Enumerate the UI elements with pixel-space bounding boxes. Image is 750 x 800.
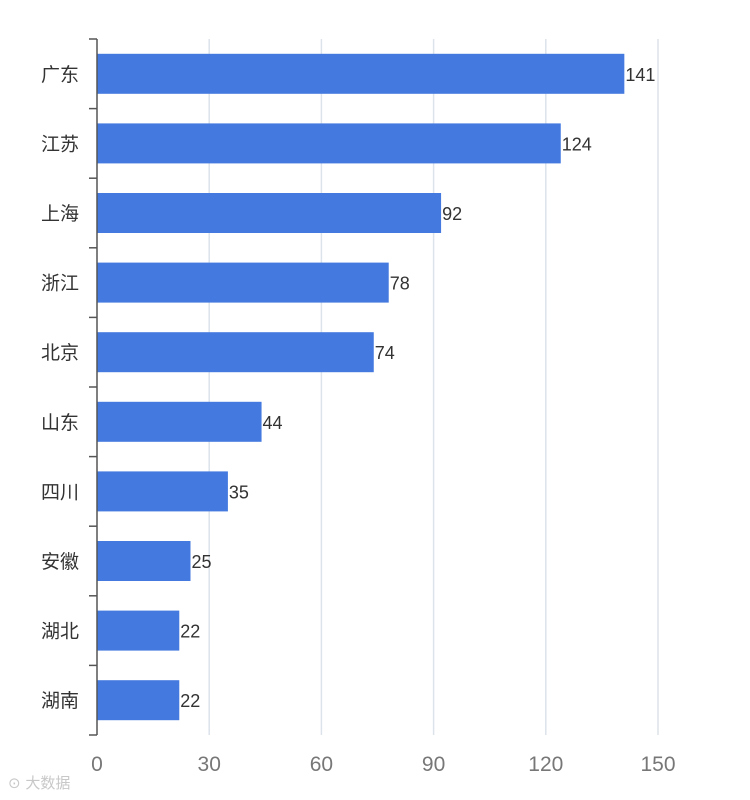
- data-label: 74: [375, 343, 395, 363]
- bar: [97, 123, 561, 164]
- data-label: 124: [562, 134, 592, 154]
- x-tick-label: 120: [528, 753, 563, 776]
- bar: [97, 680, 180, 721]
- labels: 0 30 60 90 120 150 广东 141 江苏 124 上海 92 浙江 78 北京 74 山东 44 四…: [41, 64, 676, 776]
- category-label: 江苏: [41, 133, 79, 155]
- x-tick-label: 150: [640, 753, 675, 776]
- bar: [97, 332, 374, 373]
- bar: [97, 610, 180, 651]
- bar: [97, 53, 625, 94]
- category-label: 安徽: [41, 551, 79, 573]
- category-label: 山东: [41, 412, 79, 434]
- data-label: 141: [625, 65, 655, 85]
- data-label: 35: [229, 482, 249, 502]
- bar: [97, 193, 442, 233]
- watermark-icon: ⊙: [8, 774, 21, 792]
- category-label: 上海: [41, 203, 79, 225]
- category-label: 北京: [41, 342, 79, 364]
- data-label: 25: [192, 552, 212, 572]
- category-label: 湖南: [41, 690, 79, 712]
- y-axis: [89, 38, 98, 736]
- category-label: 四川: [41, 482, 79, 503]
- bar: [97, 541, 191, 581]
- data-label: 22: [180, 622, 200, 642]
- x-tick-label: 60: [310, 753, 333, 776]
- x-tick-label: 0: [91, 753, 103, 776]
- data-label: 92: [442, 204, 462, 224]
- data-label: 78: [390, 274, 410, 294]
- bar: [97, 262, 389, 303]
- category-label: 湖北: [41, 621, 79, 643]
- category-label: 广东: [41, 64, 79, 86]
- x-tick-label: 30: [198, 753, 221, 776]
- bar: [97, 401, 262, 442]
- bar: [97, 471, 228, 512]
- watermark-logo: ⊙ 大数据: [8, 772, 70, 793]
- x-tick-label: 90: [422, 753, 445, 776]
- bars: [97, 53, 625, 721]
- watermark-text: 大数据: [25, 774, 71, 792]
- data-label: 22: [180, 691, 200, 711]
- category-label: 浙江: [41, 273, 79, 295]
- data-label: 44: [263, 413, 283, 433]
